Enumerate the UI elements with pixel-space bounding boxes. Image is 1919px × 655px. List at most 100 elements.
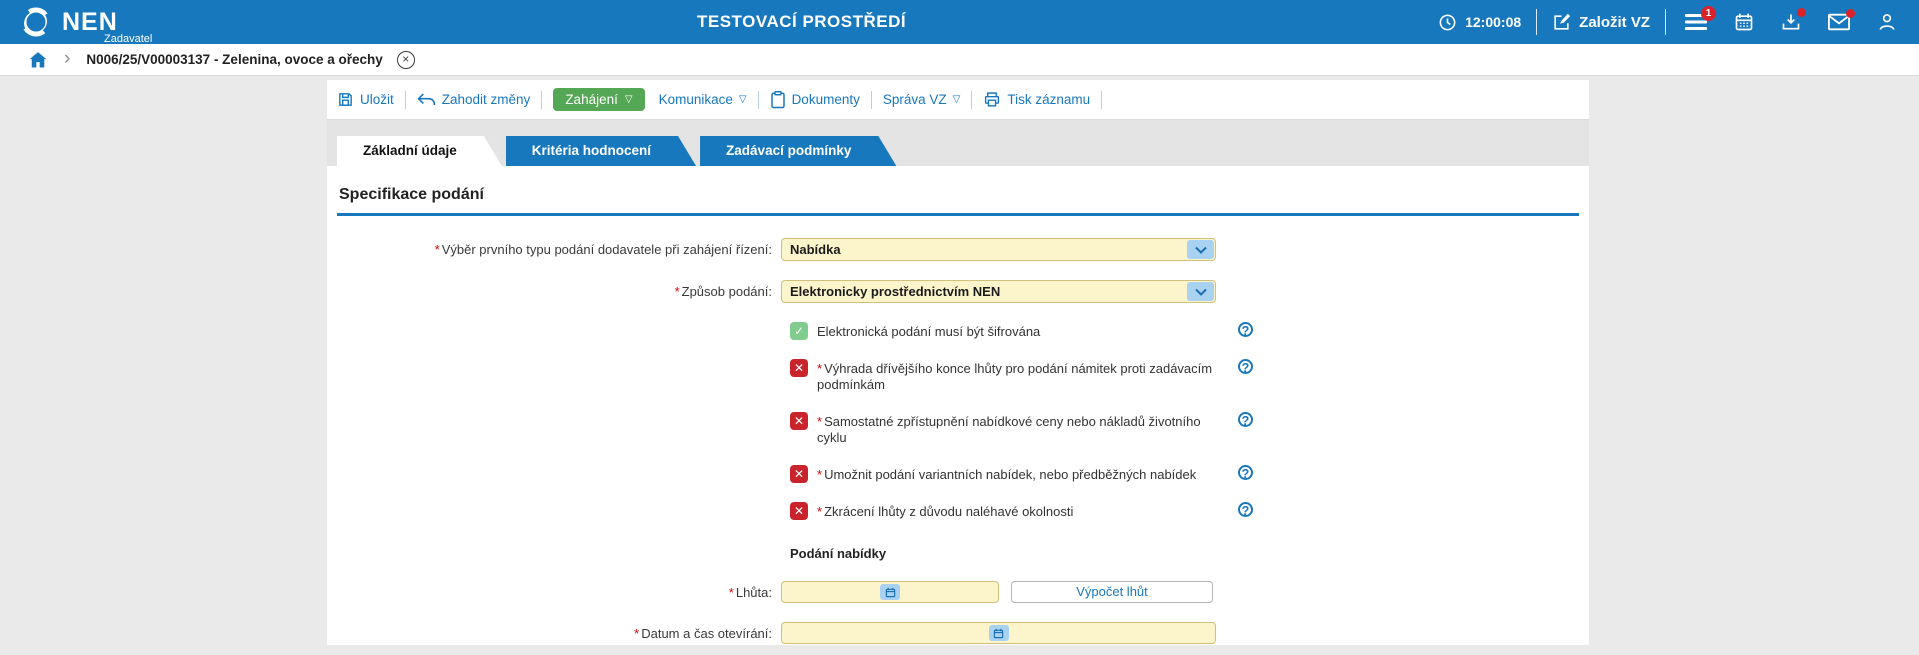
required-marker: * xyxy=(728,585,734,600)
header-actions: 12:00:08 Založit VZ 1 xyxy=(1438,0,1897,44)
toolbar-separator xyxy=(870,90,872,109)
tab-zadavaci-podminky[interactable]: Zadávací podmínky xyxy=(700,136,896,166)
tab-strip: Základní údaje Kritéria hodnocení Zadáva… xyxy=(327,120,1589,166)
required-marker: * xyxy=(817,414,823,429)
crossed-icon[interactable]: ✕ xyxy=(790,412,808,430)
field-label: * Způsob podání: xyxy=(674,284,772,299)
clock-icon xyxy=(1438,13,1457,32)
required-marker: * xyxy=(817,504,823,519)
breadcrumb: › N006/25/V00003137 - Zelenina, ovoce a … xyxy=(0,44,1919,76)
create-vz-button[interactable]: Založit VZ xyxy=(1552,13,1650,32)
brand-name: NEN xyxy=(62,8,118,36)
clipboard-icon xyxy=(770,90,786,109)
create-vz-label: Založit VZ xyxy=(1579,13,1650,31)
messages-badge xyxy=(1846,9,1855,18)
downloads-button[interactable] xyxy=(1781,8,1806,32)
checkbox-row-vyhrada-lhuty: ✕ * Výhrada dřívějšího konce lhůty pro po… xyxy=(790,359,1253,393)
first-submission-type-select[interactable]: Nabídka xyxy=(781,238,1216,261)
brand-subtitle: Zadavatel xyxy=(104,33,153,45)
nen-logo[interactable]: NEN Zadavatel xyxy=(18,4,152,45)
checkbox-row-samostatne-zpristupneni: ✕ * Samostatné zpřístupnění nabídkové cen… xyxy=(790,412,1253,446)
server-time: 12:00:08 xyxy=(1438,13,1521,32)
admin-vz-dropdown[interactable]: Správa VZ ▽ xyxy=(882,92,961,107)
help-icon[interactable]: ? xyxy=(1238,359,1253,375)
subsection-title: Podání nabídky xyxy=(790,546,887,561)
required-marker: * xyxy=(434,242,440,257)
tab-content: Specifikace podání * Výběr prvního typu p… xyxy=(327,166,1589,644)
checked-icon[interactable]: ✓ xyxy=(790,322,808,340)
menu-button[interactable]: 1 xyxy=(1685,6,1716,31)
save-button[interactable]: Uložit xyxy=(337,91,394,108)
field-label: * Výběr prvního typu podání dodavatele př… xyxy=(434,242,772,257)
select-value: Nabídka xyxy=(790,242,841,257)
required-marker: * xyxy=(674,284,680,299)
form-row-deadline: * Lhůta: Výpočet lhůt xyxy=(337,581,1579,603)
communication-dropdown[interactable]: Komunikace ▽ xyxy=(658,92,747,107)
close-icon[interactable]: × xyxy=(396,50,415,69)
tab-zakladni-udaje[interactable]: Základní údaje xyxy=(337,136,502,166)
deadline-input[interactable] xyxy=(781,581,999,603)
toolbar-separator xyxy=(541,90,543,109)
toolbar-separator xyxy=(404,90,406,109)
start-dropdown-button[interactable]: Zahájení ▽ xyxy=(553,88,645,111)
undo-icon xyxy=(417,92,436,107)
specification-form: * Výběr prvního typu podání dodavatele př… xyxy=(337,238,1579,644)
help-icon[interactable]: ? xyxy=(1238,322,1253,338)
chevron-down-icon[interactable] xyxy=(1187,282,1214,301)
calendar-picker-icon[interactable] xyxy=(880,584,900,600)
environment-title: TESTOVACÍ PROSTŘEDÍ xyxy=(697,12,907,31)
opening-datetime-input[interactable] xyxy=(781,622,1216,644)
menu-badge: 1 xyxy=(1701,6,1716,21)
checkbox-label: * Zkrácení lhůty z důvodu naléhavé okolno… xyxy=(817,504,1074,519)
checkbox-label: * Umožnit podání variantních nabídek, neb… xyxy=(817,467,1197,482)
help-icon[interactable]: ? xyxy=(1238,412,1253,428)
breadcrumb-item[interactable]: N006/25/V00003137 - Zelenina, ovoce a oř… xyxy=(86,52,383,67)
help-icon[interactable]: ? xyxy=(1238,502,1253,518)
record-toolbar: Uložit Zahodit změny Zahájení ▽ Komunika… xyxy=(327,80,1589,120)
tab-kriteria-hodnoceni[interactable]: Kritéria hodnocení xyxy=(506,136,696,166)
checkbox-row-encrypted: ✓ Elektronická podání musí být šifrována… xyxy=(790,322,1253,340)
caret-down-icon: ▽ xyxy=(624,93,633,105)
submission-method-select[interactable]: Elektronicky prostřednictvím NEN xyxy=(781,280,1216,303)
checkbox-label: * Samostatné zpřístupnění nabídkové ceny … xyxy=(817,414,1201,445)
toolbar-separator xyxy=(971,90,973,109)
select-value: Elektronicky prostřednictvím NEN xyxy=(790,284,1001,299)
crossed-icon[interactable]: ✕ xyxy=(790,465,808,483)
checkbox-label: Elektronická podání musí být šifrována xyxy=(817,324,1041,339)
deadline-calculation-button[interactable]: Výpočet lhůt xyxy=(1011,581,1213,603)
header-separator xyxy=(1536,9,1538,35)
caret-down-icon: ▽ xyxy=(738,93,747,105)
crossed-icon[interactable]: ✕ xyxy=(790,359,808,377)
printer-icon xyxy=(983,91,1001,108)
chevron-down-icon[interactable] xyxy=(1187,240,1214,259)
save-icon xyxy=(337,91,354,108)
time-value: 12:00:08 xyxy=(1465,14,1522,30)
calendar-button[interactable] xyxy=(1734,12,1754,32)
required-marker: * xyxy=(634,626,640,641)
nen-logo-icon xyxy=(18,4,54,40)
caret-down-icon: ▽ xyxy=(952,93,961,105)
field-label: * Datum a čas otevírání: xyxy=(634,626,772,641)
field-label: * Lhůta: xyxy=(728,585,772,600)
crossed-icon[interactable]: ✕ xyxy=(790,502,808,520)
calendar-picker-icon[interactable] xyxy=(988,625,1009,641)
documents-button[interactable]: Dokumenty xyxy=(770,90,860,109)
home-icon[interactable] xyxy=(28,50,48,70)
messages-button[interactable] xyxy=(1828,9,1855,31)
chevron-right-icon: › xyxy=(64,47,71,69)
print-record-button[interactable]: Tisk záznamu xyxy=(983,91,1090,108)
checkbox-row-zkraceni-lhuty: ✕ * Zkrácení lhůty z důvodu naléhavé okol… xyxy=(790,502,1253,520)
required-marker: * xyxy=(817,467,823,482)
form-row-first-submission-type: * Výběr prvního typu podání dodavatele př… xyxy=(337,238,1579,261)
record-panel: Uložit Zahodit změny Zahájení ▽ Komunika… xyxy=(327,80,1589,645)
toolbar-separator xyxy=(1101,90,1103,109)
toolbar-separator xyxy=(757,90,759,109)
help-icon[interactable]: ? xyxy=(1238,465,1253,481)
checkbox-row-variantni-nabidky: ✕ * Umožnit podání variantních nabídek, n… xyxy=(790,465,1253,483)
user-button[interactable] xyxy=(1877,12,1897,32)
form-row-submission-method: * Způsob podání: Elektronicky prostřednic… xyxy=(337,280,1579,303)
edit-icon xyxy=(1552,13,1571,32)
header-separator xyxy=(1665,9,1666,35)
discard-changes-button[interactable]: Zahodit změny xyxy=(417,92,530,107)
